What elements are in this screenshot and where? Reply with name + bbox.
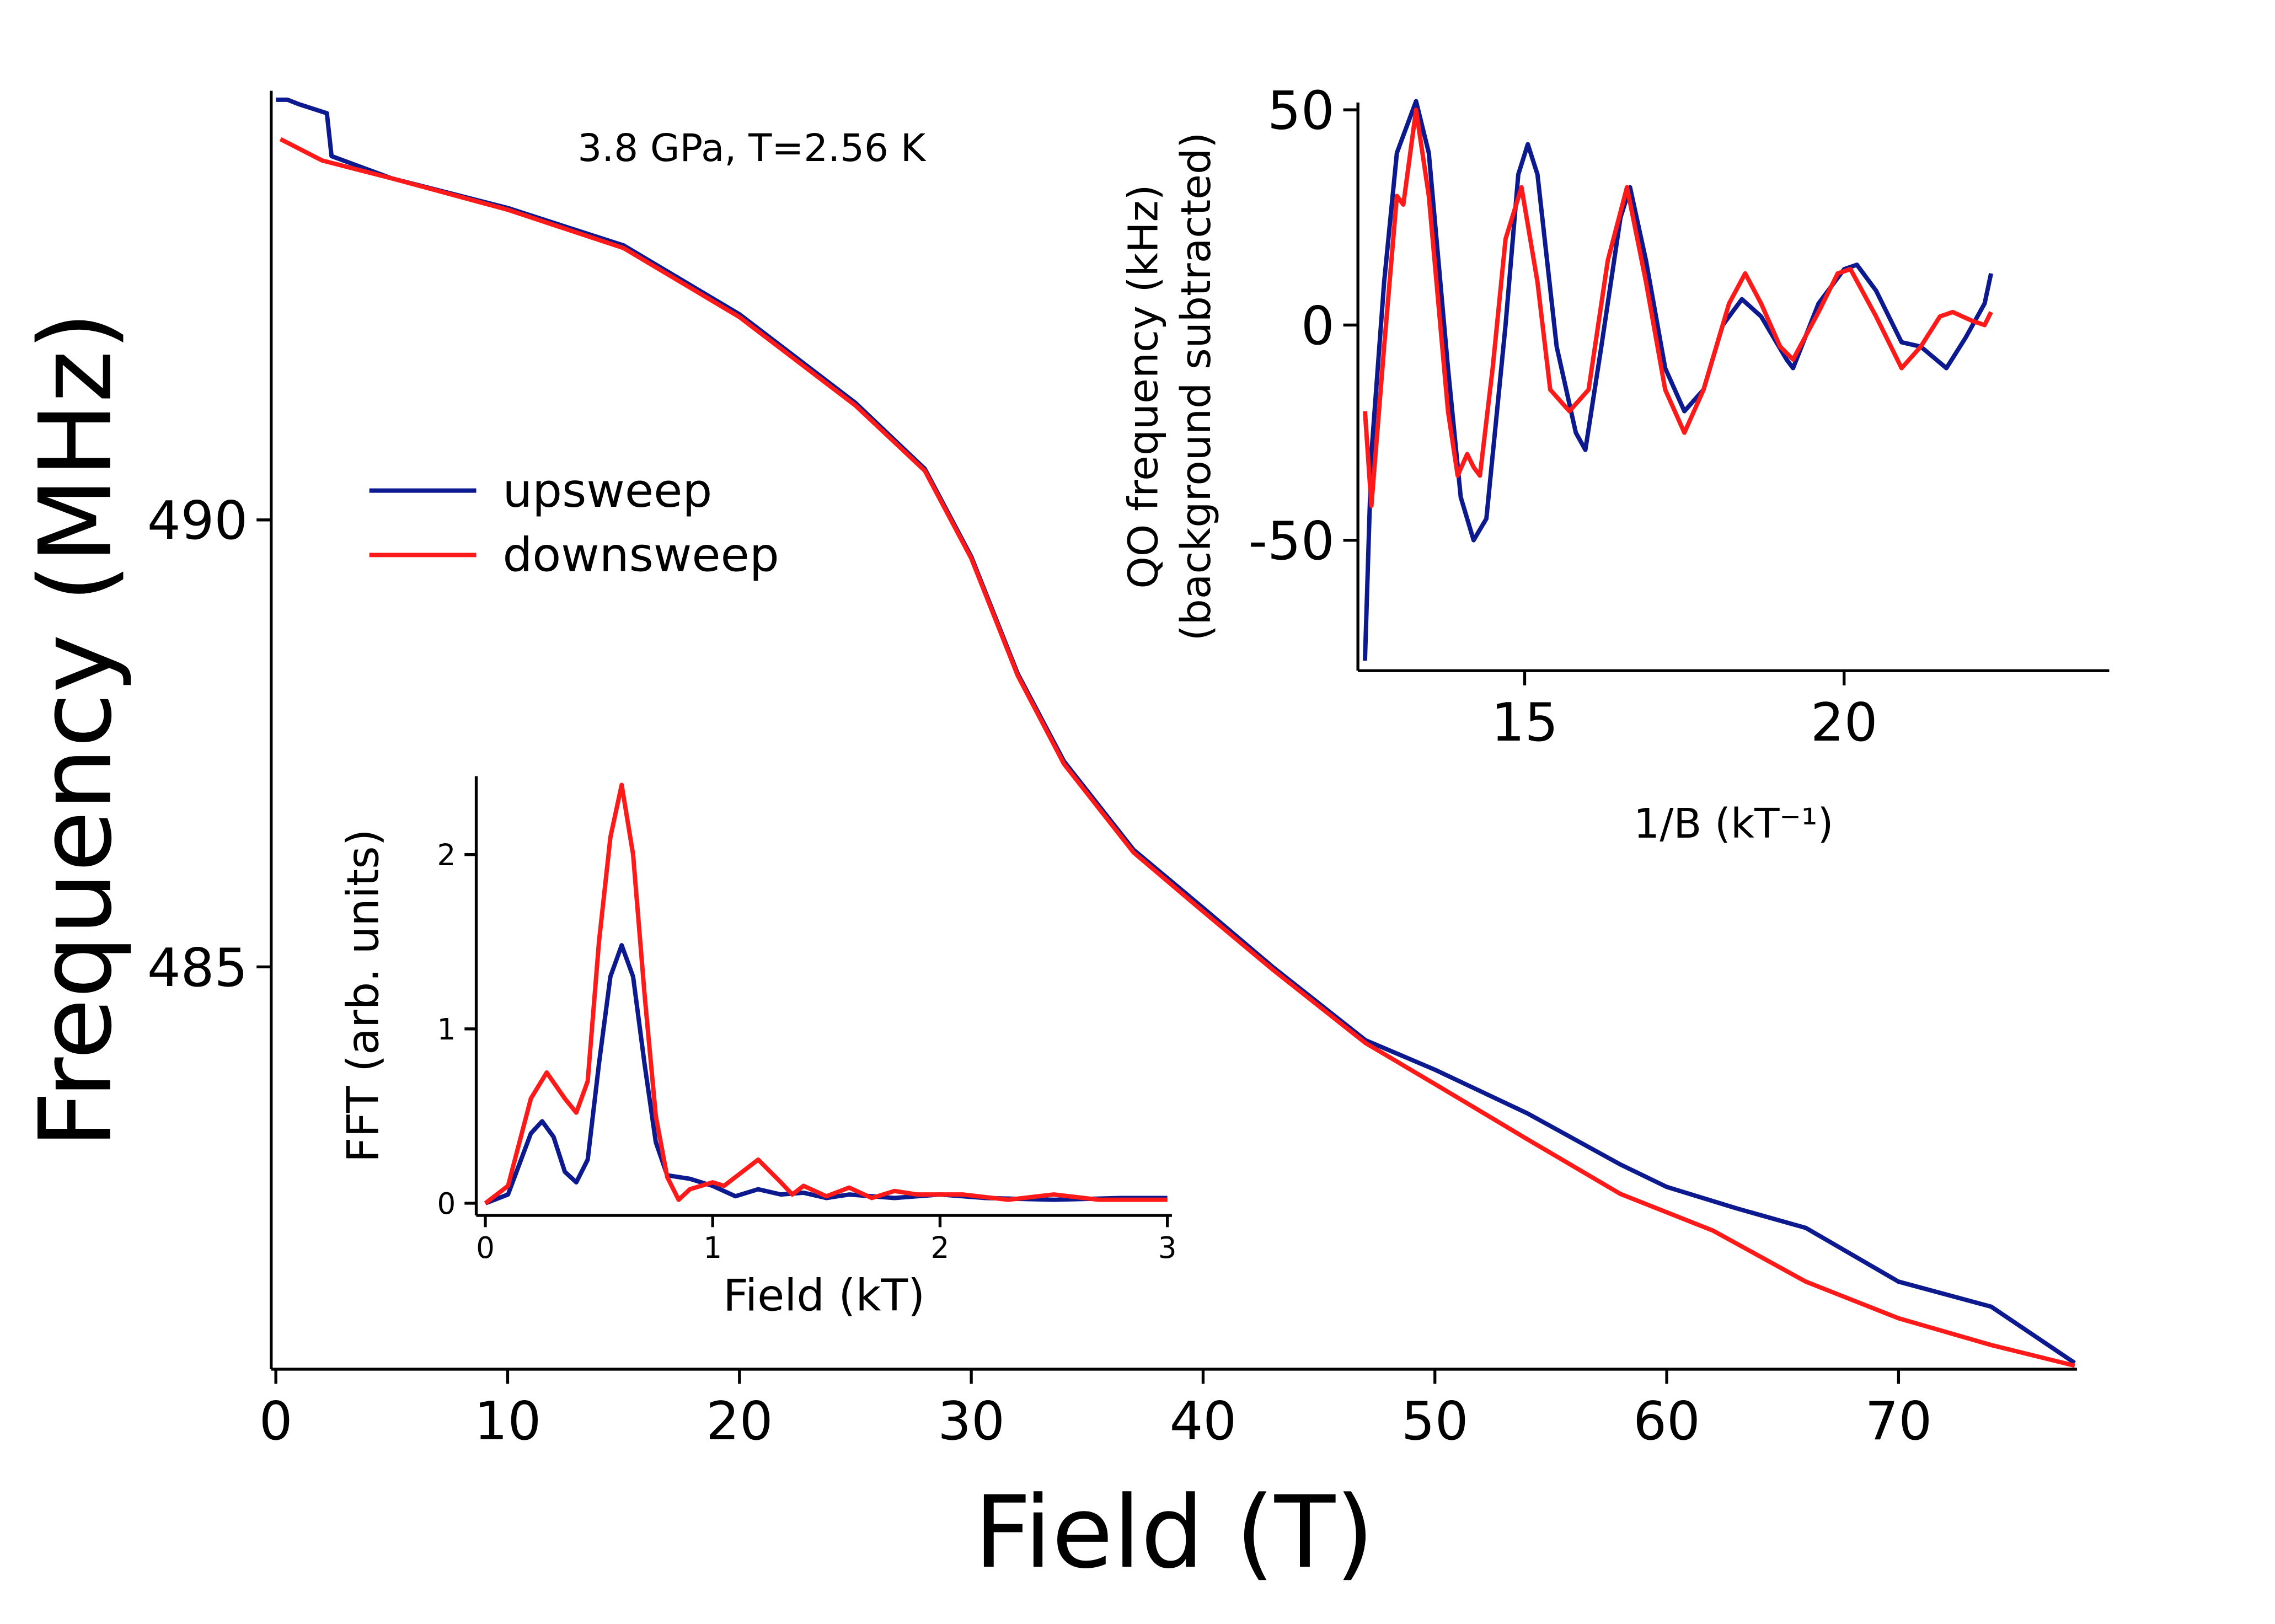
x-tick-label: 50 bbox=[1401, 1390, 1469, 1452]
x-tick-label: 0 bbox=[259, 1390, 293, 1452]
x-tick-label: 40 bbox=[1170, 1390, 1237, 1452]
legend-label: upsweep bbox=[502, 464, 712, 518]
chart: 15 20 -50 0 50 1/B (kT⁻¹) QO frequency (kHz) (b… bbox=[1119, 80, 2110, 848]
series-line bbox=[1362, 108, 1993, 508]
y-tick-label: 485 bbox=[147, 937, 248, 999]
x-tick-label: 20 bbox=[1811, 692, 1878, 753]
series-line bbox=[279, 137, 2075, 1368]
x-axis-label: Field (kT) bbox=[723, 1270, 925, 1321]
y-tick-label: 2 bbox=[437, 838, 456, 872]
x-tick-label: 10 bbox=[474, 1390, 542, 1452]
annotation: 3.8 GPa, T=2.56 K bbox=[577, 126, 927, 170]
legend-label: downsweep bbox=[502, 528, 779, 583]
x-tick-label: 1 bbox=[703, 1231, 722, 1265]
x-tick-label: 70 bbox=[1865, 1390, 1933, 1452]
y-tick-label: -50 bbox=[1249, 510, 1335, 572]
x-tick-label: 60 bbox=[1633, 1390, 1700, 1452]
x-tick-label: 2 bbox=[931, 1231, 950, 1265]
y-tick-label: 1 bbox=[437, 1012, 456, 1047]
y-axis-label: FFT (arb. units) bbox=[338, 829, 389, 1162]
y-axis-label: QO frequency (kHz) bbox=[1119, 184, 1167, 588]
y-tick-label: 50 bbox=[1267, 80, 1335, 142]
x-tick-label: 3 bbox=[1158, 1231, 1177, 1265]
series-line bbox=[1362, 99, 1994, 661]
x-tick-label: 0 bbox=[476, 1231, 495, 1265]
series-line bbox=[484, 782, 1168, 1205]
x-tick-label: 20 bbox=[706, 1390, 773, 1452]
y-axis-label: Frequency (MHz) bbox=[18, 312, 134, 1148]
x-axis-label: Field (T) bbox=[974, 1474, 1374, 1590]
y-tick-label: 0 bbox=[437, 1187, 456, 1221]
y-axis-label: (background subtracted) bbox=[1172, 132, 1220, 641]
x-tick-label: 30 bbox=[938, 1390, 1005, 1452]
x-axis-label: 1/B (kT⁻¹) bbox=[1634, 800, 1834, 848]
y-tick-label: 490 bbox=[147, 490, 248, 551]
y-tick-label: 0 bbox=[1301, 295, 1335, 357]
x-tick-label: 15 bbox=[1491, 692, 1559, 753]
